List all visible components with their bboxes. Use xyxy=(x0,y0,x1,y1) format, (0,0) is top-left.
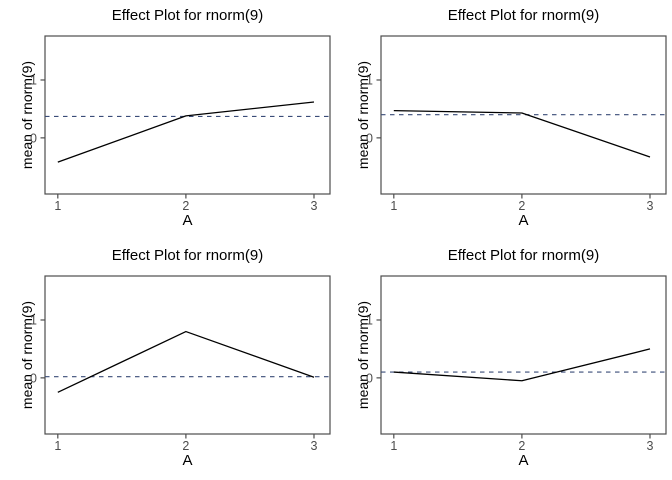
x-tick-label: 3 xyxy=(647,199,654,213)
effect-line xyxy=(57,330,315,393)
y-tick-label: 1 xyxy=(366,73,373,87)
y-tick-label: 0 xyxy=(366,131,373,145)
x-tick-label: 1 xyxy=(54,199,61,213)
plot-title: Effect Plot for rnorm(9) xyxy=(111,247,264,264)
plot-title: Effect Plot for rnorm(9) xyxy=(111,7,264,24)
x-axis-label: A xyxy=(182,452,193,469)
plot-title: Effect Plot for rnorm(9) xyxy=(447,247,600,264)
plot-area: 1 2 3 0 1 xyxy=(30,275,331,453)
y-tick-label: 1 xyxy=(30,313,37,327)
effect-plot-top-right: Effect Plot for rnorm(9) mean of rnorm(9… xyxy=(336,0,672,240)
panel-border xyxy=(44,275,331,435)
y-tick-label: 1 xyxy=(366,313,373,327)
effect-plot-top-left: Effect Plot for rnorm(9) mean of rnorm(9… xyxy=(0,0,336,240)
panel-border xyxy=(380,35,667,195)
plot-title: Effect Plot for rnorm(9) xyxy=(447,7,600,24)
x-tick-label: 2 xyxy=(182,199,189,213)
y-tick-label: 0 xyxy=(30,371,37,385)
effect-line xyxy=(57,101,315,163)
y-tick-label: 0 xyxy=(30,131,37,145)
x-tick-label: 2 xyxy=(518,199,525,213)
x-tick-label: 1 xyxy=(390,199,397,213)
y-tick-label: 0 xyxy=(366,371,373,385)
x-tick-label: 2 xyxy=(518,439,525,453)
plot-area: 1 2 3 0 1 xyxy=(30,35,331,213)
x-tick-label: 3 xyxy=(647,439,654,453)
y-tick-label: 1 xyxy=(30,73,37,87)
x-axis-label: A xyxy=(518,452,529,469)
x-tick-label: 1 xyxy=(390,439,397,453)
plot-area: 1 2 3 0 1 xyxy=(366,35,667,213)
x-tick-label: 3 xyxy=(311,439,318,453)
effect-plot-bottom-left: Effect Plot for rnorm(9) mean of rnorm(9… xyxy=(0,240,336,480)
x-axis-label: A xyxy=(518,212,529,229)
effect-line xyxy=(393,110,651,158)
plot-area: 1 2 3 0 1 xyxy=(366,275,667,453)
x-tick-label: 1 xyxy=(54,439,61,453)
x-tick-label: 2 xyxy=(182,439,189,453)
effect-line xyxy=(393,348,651,382)
panel-border xyxy=(44,35,331,195)
x-tick-label: 3 xyxy=(311,199,318,213)
panel-border xyxy=(380,275,667,435)
effect-plot-bottom-right: Effect Plot for rnorm(9) mean of rnorm(9… xyxy=(336,240,672,480)
x-axis-label: A xyxy=(182,212,193,229)
